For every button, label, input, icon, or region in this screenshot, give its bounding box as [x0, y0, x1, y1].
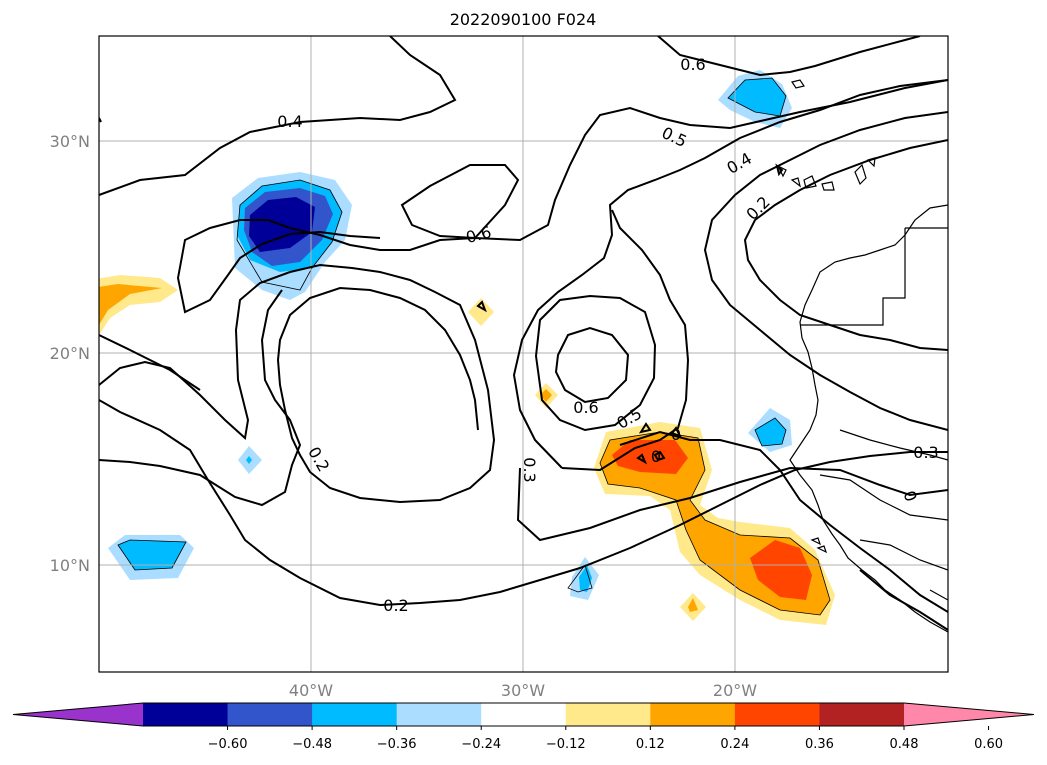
colorbar-tick-label: −0.36 [377, 737, 417, 752]
colorbar-segment [227, 703, 313, 726]
small-contours [476, 163, 784, 465]
contour-label: 0 [651, 447, 661, 466]
colorbar-segment [819, 703, 905, 726]
map-frame [98, 35, 949, 673]
colorbar-segment [650, 703, 736, 726]
colorbar-tick-label: 0.48 [890, 737, 919, 752]
negative-anomaly-field-small [108, 408, 792, 600]
latitude-label: 20°N [50, 344, 90, 363]
longitude-label: 30°W [501, 681, 545, 700]
contour-label: 0.2 [383, 596, 408, 615]
colorbar-tick-label: −0.48 [292, 737, 332, 752]
colorbar-outline [12, 702, 1035, 727]
contour-label: 0.3 [520, 457, 539, 482]
colorbar-extend-max [904, 703, 1034, 726]
latitude-label: 30°N [50, 132, 90, 151]
longitude-label: 40°W [289, 681, 333, 700]
longitude-label: 20°W [713, 681, 757, 700]
colorbar-segment [396, 703, 482, 726]
latitude-label: 10°N [50, 556, 90, 575]
colorbar-tick-label: 0.36 [805, 737, 834, 752]
positive-anomaly-field-west-africa-coast [594, 422, 835, 625]
colorbar: −0.60 −0.48 −0.36 −0.24 −0.12 0.12 0.24 0.36 0.4… [12, 702, 1035, 752]
colorbar-segment [734, 703, 820, 726]
colorbar-extend-min [13, 703, 143, 726]
graticule [99, 36, 948, 672]
negative-anomaly-field-northeast [718, 70, 792, 128]
contour-label: 0.3 [913, 443, 938, 462]
contour-lines [99, 36, 948, 631]
colorbar-tick-label: −0.12 [546, 737, 586, 752]
figure-title: 2022090100 F024 [450, 10, 597, 29]
colorbar-tick-label: 0.24 [720, 737, 749, 752]
contour-label: 0 [671, 425, 681, 444]
contour-label: 0.6 [680, 55, 705, 74]
colorbar-tick-label: −0.60 [208, 737, 248, 752]
map-plot-area: 0.4 0.6 0.5 0.4 0.2 0.6 0.6 0.5 0 0 0.2 … [99, 36, 948, 672]
colorbar-segment [565, 703, 651, 726]
anomaly-outlines [117, 77, 831, 616]
contour-label: 0.6 [573, 398, 598, 417]
colorbar-segment [481, 703, 567, 726]
positive-anomaly-field-west-edge [99, 275, 178, 336]
colorbar-tick-label: −0.24 [461, 737, 501, 752]
contour-label: 0.4 [277, 112, 302, 131]
colorbar-tick-label: 0.60 [974, 737, 1003, 752]
colorbar-segment [143, 703, 229, 726]
colorbar-segment [312, 703, 398, 726]
colorbar-tick-label: 0.12 [636, 737, 665, 752]
